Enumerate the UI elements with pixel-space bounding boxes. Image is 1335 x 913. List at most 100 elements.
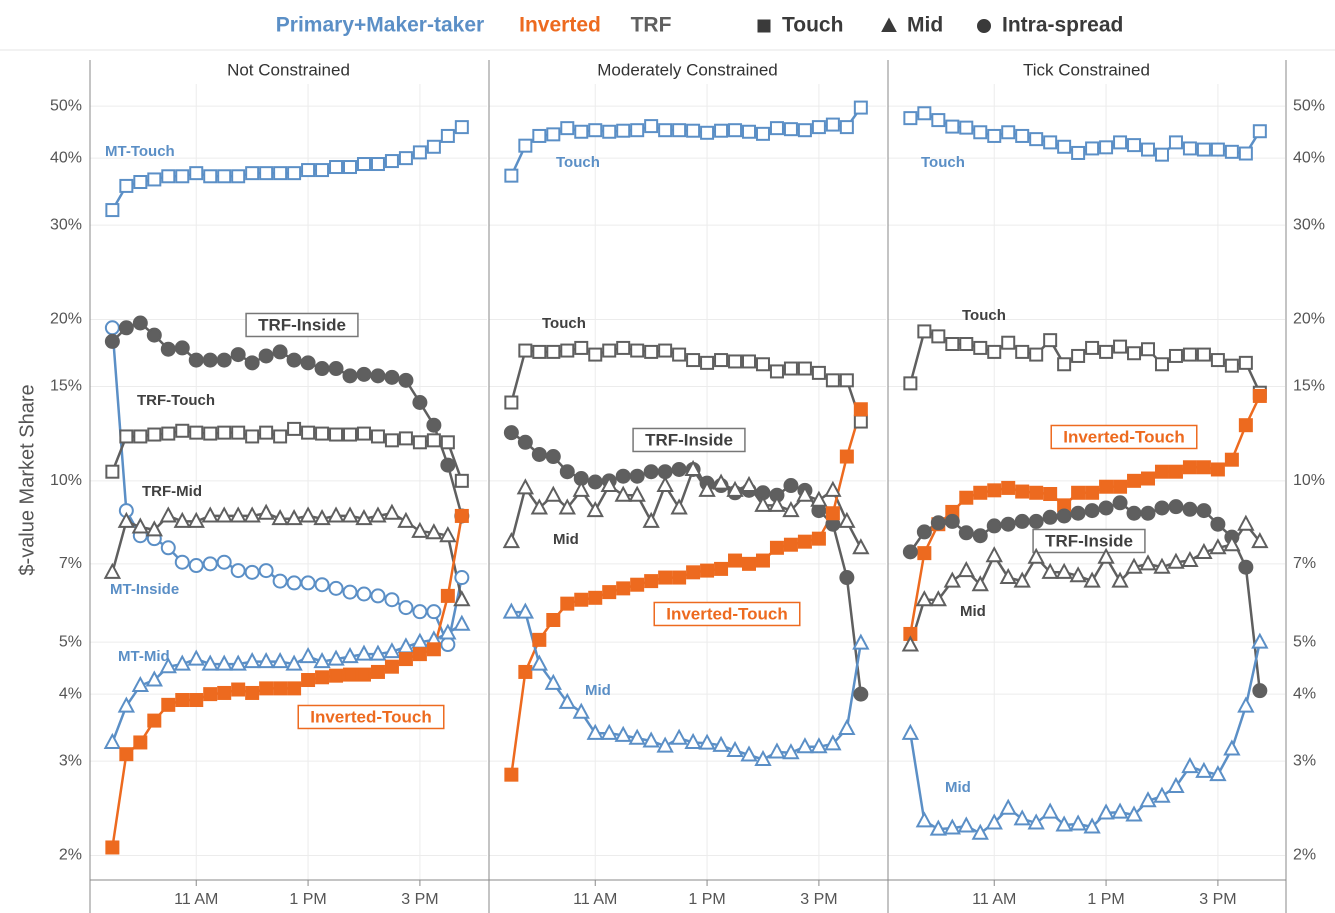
series-label: Touch — [962, 307, 1006, 324]
marker-circle — [1154, 500, 1170, 516]
marker-square — [811, 120, 826, 135]
marker-triangle — [824, 480, 842, 497]
marker-triangle — [824, 734, 842, 751]
legend-venue: Inverted — [519, 14, 601, 37]
marker-triangle — [173, 654, 191, 671]
y-tick-label: 7% — [1293, 555, 1316, 572]
marker-circle — [202, 556, 218, 572]
marker-triangle — [1181, 550, 1199, 568]
marker-square — [259, 425, 274, 440]
marker-square — [454, 473, 469, 488]
marker-circle — [398, 372, 414, 388]
marker-square — [630, 343, 645, 358]
marker-square — [245, 429, 260, 444]
marker-square — [356, 157, 371, 172]
marker-triangle — [1083, 571, 1101, 588]
marker-square — [454, 120, 469, 135]
marker-square — [560, 596, 575, 611]
marker-triangle — [1041, 562, 1059, 579]
marker-circle — [454, 570, 470, 586]
marker-square — [574, 124, 589, 139]
marker-triangle — [355, 644, 373, 661]
marker-triangle — [1069, 814, 1087, 831]
marker-triangle — [530, 654, 548, 671]
marker-circle — [426, 417, 442, 433]
series-label-box — [1032, 528, 1146, 554]
marker-square — [853, 414, 868, 429]
marker-square — [504, 767, 519, 782]
marker-triangle — [1013, 571, 1031, 588]
marker-triangle — [628, 485, 646, 502]
marker-circle — [839, 570, 855, 586]
marker-square — [1127, 346, 1142, 361]
series-label: Mid — [960, 603, 986, 620]
marker-square — [588, 590, 603, 605]
marker-square — [398, 652, 413, 667]
marker-circle — [272, 573, 288, 589]
marker-circle — [1168, 499, 1184, 515]
marker-square — [454, 508, 469, 523]
marker-triangle — [1167, 552, 1185, 569]
y-tick-label: 15% — [1293, 378, 1325, 395]
marker-square — [616, 123, 631, 138]
marker-square — [616, 340, 631, 355]
marker-circle — [671, 461, 687, 477]
marker-square — [728, 354, 743, 369]
marker-triangle — [810, 490, 828, 507]
marker-circle — [202, 352, 218, 368]
marker-square — [602, 343, 617, 358]
marker-circle — [503, 425, 519, 441]
marker-square — [1238, 146, 1253, 161]
marker-square — [426, 433, 441, 448]
marker-square — [259, 681, 274, 696]
series-line — [909, 641, 1262, 835]
marker-circle — [1000, 516, 1016, 532]
marker-square — [700, 125, 715, 140]
marker-square — [287, 421, 302, 436]
marker-triangle — [516, 602, 535, 619]
marker-triangle — [754, 749, 772, 767]
marker-triangle — [271, 651, 289, 669]
marker-triangle — [117, 696, 136, 713]
marker-square — [1015, 128, 1030, 143]
marker-triangle — [999, 567, 1017, 585]
marker-square — [630, 123, 645, 138]
marker-triangle — [1083, 817, 1101, 834]
marker-square — [839, 449, 854, 464]
marker-square — [658, 570, 673, 585]
marker-triangle — [1237, 514, 1255, 531]
marker-square — [1182, 141, 1197, 156]
marker-square — [161, 169, 176, 184]
marker-square — [945, 119, 960, 134]
marker-triangle — [957, 816, 975, 833]
marker-triangle — [1013, 809, 1031, 826]
marker-triangle — [999, 798, 1017, 815]
marker-square — [1238, 355, 1253, 370]
marker-square — [532, 128, 547, 143]
marker-square — [959, 490, 974, 505]
x-tick-label: 1 PM — [688, 891, 725, 908]
marker-triangle — [1195, 542, 1213, 559]
marker-square — [175, 423, 190, 438]
marker-triangle — [103, 732, 122, 749]
marker-circle — [1252, 683, 1268, 699]
marker-square — [370, 429, 385, 444]
marker-circle — [398, 600, 414, 616]
series-label: Inverted-Touch — [666, 604, 788, 623]
marker-square — [356, 426, 371, 441]
marker-square — [440, 588, 455, 603]
x-tick-label: 1 PM — [1087, 891, 1124, 908]
marker-triangle — [985, 813, 1003, 830]
series-label: TRF-Mid — [142, 483, 202, 500]
series-label-box — [653, 601, 801, 627]
marker-triangle — [712, 473, 730, 490]
marker-triangle — [201, 506, 219, 523]
marker-square — [231, 425, 246, 440]
marker-circle — [146, 327, 162, 343]
marker-triangle — [502, 532, 521, 549]
marker-circle — [1014, 513, 1030, 529]
marker-square — [315, 670, 330, 685]
marker-square — [742, 124, 757, 139]
marker-square — [903, 111, 918, 126]
marker-square — [384, 433, 399, 448]
